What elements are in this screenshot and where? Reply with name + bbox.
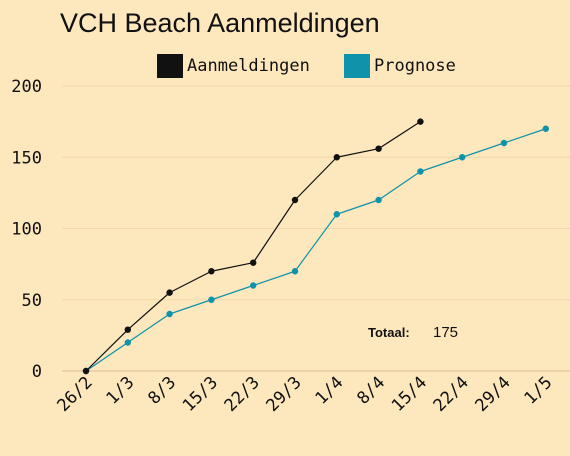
- x-axis-ticks: 26/2 1/3 8/315/322/329/3 1/4 8/415/422/429/4…: [54, 373, 557, 416]
- chart-title: VCH Beach Aanmeldingen: [60, 8, 380, 38]
- data-point-prognose: [500, 139, 508, 147]
- x-tick-label: 8/3: [144, 373, 180, 409]
- data-point-aanmeldingen: [375, 145, 382, 152]
- data-point-aanmeldingen: [82, 367, 90, 375]
- x-tick-label: 1/4: [312, 373, 348, 409]
- series-lines: [85, 121, 546, 372]
- data-point-prognose: [208, 296, 215, 303]
- data-point-aanmeldingen: [333, 154, 340, 161]
- data-point-prognose: [542, 125, 549, 132]
- data-point-prognose: [333, 211, 340, 218]
- data-point-aanmeldingen: [250, 259, 257, 266]
- y-tick-label: 50: [22, 291, 42, 311]
- legend-label-prognose: Prognose: [374, 56, 456, 76]
- data-point-prognose: [250, 282, 257, 289]
- x-tick-label: 29/4: [472, 373, 515, 416]
- data-point-aanmeldingen: [166, 289, 173, 296]
- data-point-prognose: [291, 268, 299, 275]
- x-tick-label: 26/2: [54, 373, 97, 416]
- y-tick-label: 200: [11, 77, 42, 97]
- y-tick-label: 0: [32, 362, 42, 382]
- x-tick-label: 15/3: [179, 373, 222, 416]
- legend-swatch-aanmeldingen: [157, 54, 183, 78]
- x-tick-label: 15/4: [388, 373, 431, 416]
- x-tick-label: 29/3: [263, 373, 306, 416]
- series-line-prognose: [85, 128, 546, 372]
- y-tick-label: 100: [11, 220, 42, 240]
- x-tick-label: 1/3: [103, 373, 139, 409]
- legend-swatch-prognose: [344, 54, 370, 78]
- series-points: [82, 118, 549, 375]
- x-tick-label: 1/5: [521, 373, 557, 409]
- data-point-aanmeldingen: [417, 118, 424, 125]
- data-point-prognose: [166, 310, 173, 318]
- x-tick-label: 22/4: [430, 373, 473, 416]
- total-label: Totaal:: [368, 325, 410, 340]
- y-tick-label: 150: [11, 148, 42, 168]
- data-point-aanmeldingen: [291, 196, 299, 204]
- x-tick-label: 22/3: [221, 373, 264, 416]
- x-tick-label: 8/4: [353, 373, 389, 409]
- legend: Aanmeldingen Prognose: [157, 54, 456, 78]
- data-point-prognose: [459, 154, 466, 161]
- data-point-prognose: [375, 196, 382, 204]
- data-point-aanmeldingen: [208, 268, 215, 275]
- total-value: 175: [433, 324, 458, 341]
- total-annotation: Totaal: 175: [368, 324, 458, 341]
- data-point-prognose: [124, 339, 131, 346]
- y-axis-ticks: 0 50 100 150 200: [11, 77, 42, 382]
- data-point-aanmeldingen: [124, 326, 131, 333]
- gridlines: [62, 85, 570, 372]
- legend-label-aanmeldingen: Aanmeldingen: [187, 56, 310, 76]
- data-point-prognose: [417, 168, 424, 175]
